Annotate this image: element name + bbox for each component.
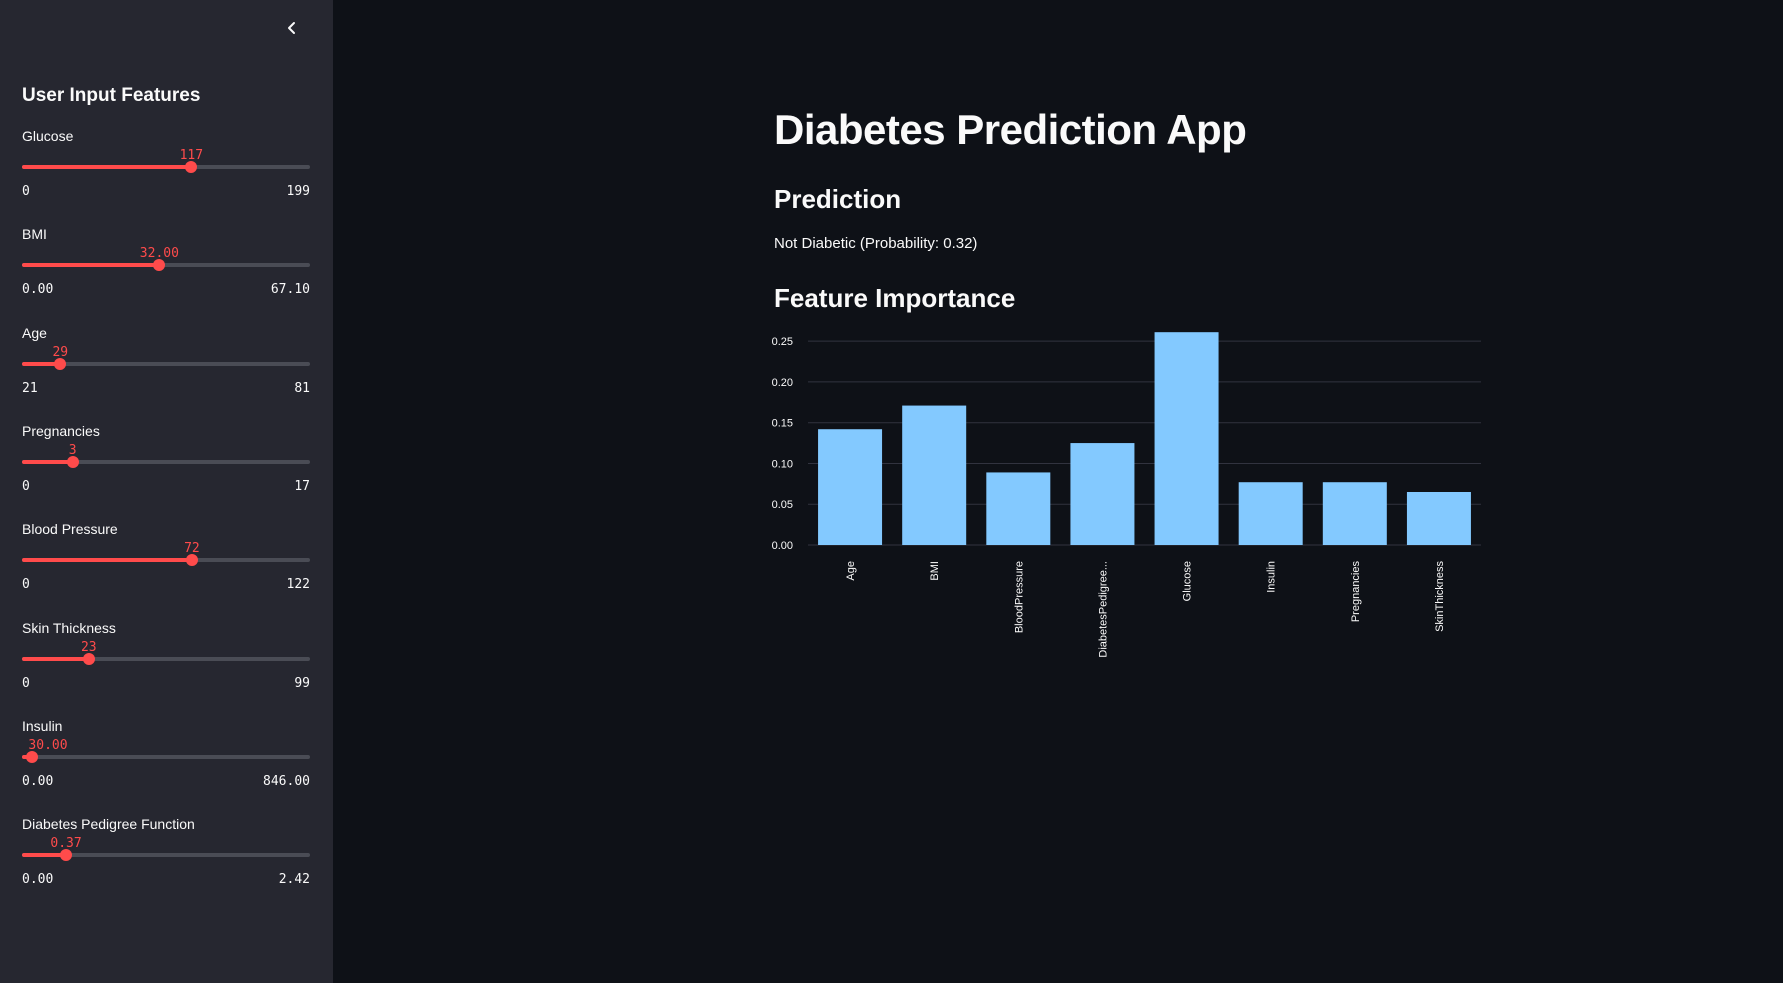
y-tick-label: 0.15 <box>772 418 793 430</box>
slider-min: 0.00 <box>22 282 54 298</box>
slider-fill <box>22 853 67 858</box>
sidebar-title: User Input Features <box>22 85 201 106</box>
slider-diabetes-pedigree-function[interactable]: Diabetes Pedigree Function 0.37 0.00 2.42 <box>22 816 310 906</box>
slider-track[interactable] <box>22 161 310 173</box>
bar-bloodpressure[interactable] <box>986 472 1051 545</box>
slider-bmi[interactable]: BMI 32.00 0.00 67.10 <box>22 226 310 316</box>
slider-value: 30.00 <box>28 737 68 753</box>
x-tick-label: Insulin <box>1266 561 1278 593</box>
x-tick-label: BMI <box>929 561 941 581</box>
collapse-sidebar-button[interactable] <box>280 16 304 40</box>
page-title: Diabetes Prediction App <box>774 106 1247 153</box>
y-tick-label: 0.10 <box>772 458 793 470</box>
y-tick-label: 0.20 <box>772 377 793 389</box>
slider-min: 0 <box>22 675 30 691</box>
slider-value: 117 <box>179 148 204 163</box>
main-content: Diabetes Prediction App Prediction Not D… <box>333 0 1783 983</box>
slider-track[interactable] <box>22 357 310 370</box>
slider-label: Blood Pressure <box>22 521 118 538</box>
slider-value: 23 <box>80 639 97 655</box>
bar-insulin[interactable] <box>1238 482 1303 545</box>
slider-max: 2.42 <box>278 872 310 888</box>
x-tick-label: BloodPressure <box>1013 561 1025 633</box>
slider-min: 0.00 <box>22 773 54 789</box>
slider-track[interactable] <box>22 455 310 468</box>
slider-max: 67.10 <box>270 282 310 298</box>
slider-max: 81 <box>294 380 310 396</box>
x-tick-label: Pregnancies <box>1350 561 1362 623</box>
bar-pregnancies[interactable] <box>1322 482 1387 545</box>
slider-pregnancies[interactable]: Pregnancies 3 0 17 <box>22 423 310 513</box>
feature-importance-chart: 0.00 0.05 0.10 0.15 0.20 0.25 Age BMI BloodPress… <box>772 332 1481 658</box>
y-tick-label: 0.00 <box>772 540 793 552</box>
slider-label: Insulin <box>22 717 63 734</box>
slider-label: Glucose <box>22 128 74 144</box>
slider-fill <box>22 263 160 268</box>
slider-thumb[interactable] <box>82 652 95 665</box>
x-tick-label: SkinThickness <box>1434 561 1446 632</box>
feature-importance-header: Feature Importance <box>774 283 1016 313</box>
y-tick-label: 0.25 <box>772 336 793 348</box>
slider-max: 17 <box>294 478 310 494</box>
x-tick-label: Glucose <box>1182 561 1194 601</box>
slider-thumb[interactable] <box>66 455 79 468</box>
prediction-result: Not Diabetic (Probability: 0.32) <box>774 235 978 252</box>
slider-insulin[interactable]: Insulin 30.00 0.00 846.00 <box>22 718 310 808</box>
slider-track[interactable] <box>22 554 310 567</box>
slider-max: 122 <box>286 577 310 593</box>
slider-thumb[interactable] <box>26 750 39 763</box>
slider-track[interactable] <box>22 750 310 763</box>
slider-thumb[interactable] <box>153 259 166 272</box>
slider-max: 99 <box>294 675 310 691</box>
slider-blood-pressure[interactable]: Blood Pressure 72 0 122 <box>22 521 310 611</box>
slider-label: Skin Thickness <box>22 619 116 636</box>
slider-label: BMI <box>22 226 47 243</box>
slider-fill <box>22 656 89 661</box>
bar-diabetespedigree[interactable] <box>1070 443 1135 545</box>
slider-track[interactable] <box>22 849 310 862</box>
slider-thumb[interactable] <box>54 357 67 370</box>
slider-max: 199 <box>286 184 310 199</box>
slider-fill <box>22 361 61 366</box>
slider-glucose[interactable]: Glucose 117 0 199 <box>22 128 310 218</box>
slider-min: 0 <box>22 478 30 494</box>
x-tick-label: DiabetesPedigree... <box>1097 561 1109 658</box>
y-tick-label: 0.05 <box>772 499 793 511</box>
chevron-left-icon <box>288 22 295 34</box>
slider-value: 29 <box>52 344 69 360</box>
slider-track[interactable] <box>22 652 310 665</box>
slider-value: 0.37 <box>50 836 82 852</box>
slider-track[interactable] <box>22 259 310 272</box>
bar-skinthickness[interactable] <box>1406 492 1471 545</box>
slider-value: 3 <box>68 442 77 458</box>
slider-fill <box>22 459 73 464</box>
slider-value: 72 <box>184 541 200 557</box>
slider-thumb[interactable] <box>185 554 198 567</box>
slider-max: 846.00 <box>263 773 310 789</box>
slider-min: 0 <box>22 184 30 199</box>
prediction-header: Prediction <box>774 184 902 214</box>
sidebar: User Input Features Glucose 117 0 199 BMI 32.… <box>0 0 333 983</box>
bar-bmi[interactable] <box>902 405 967 545</box>
slider-min: 21 <box>22 380 38 396</box>
bar-age[interactable] <box>818 429 883 545</box>
slider-min: 0 <box>22 577 30 593</box>
x-tick-label: Age <box>845 561 857 581</box>
slider-label: Age <box>22 324 47 341</box>
slider-skin-thickness[interactable]: Skin Thickness 23 0 99 <box>22 620 310 710</box>
slider-fill <box>22 558 192 563</box>
bar-glucose[interactable] <box>1154 332 1219 545</box>
slider-label: Pregnancies <box>22 422 100 439</box>
slider-age[interactable]: Age 29 21 81 <box>22 325 310 415</box>
slider-label: Diabetes Pedigree Function <box>22 816 195 833</box>
slider-thumb[interactable] <box>185 161 198 173</box>
slider-fill <box>22 165 192 169</box>
slider-value: 32.00 <box>139 246 179 262</box>
slider-thumb[interactable] <box>60 849 73 862</box>
slider-min: 0.00 <box>22 872 54 888</box>
